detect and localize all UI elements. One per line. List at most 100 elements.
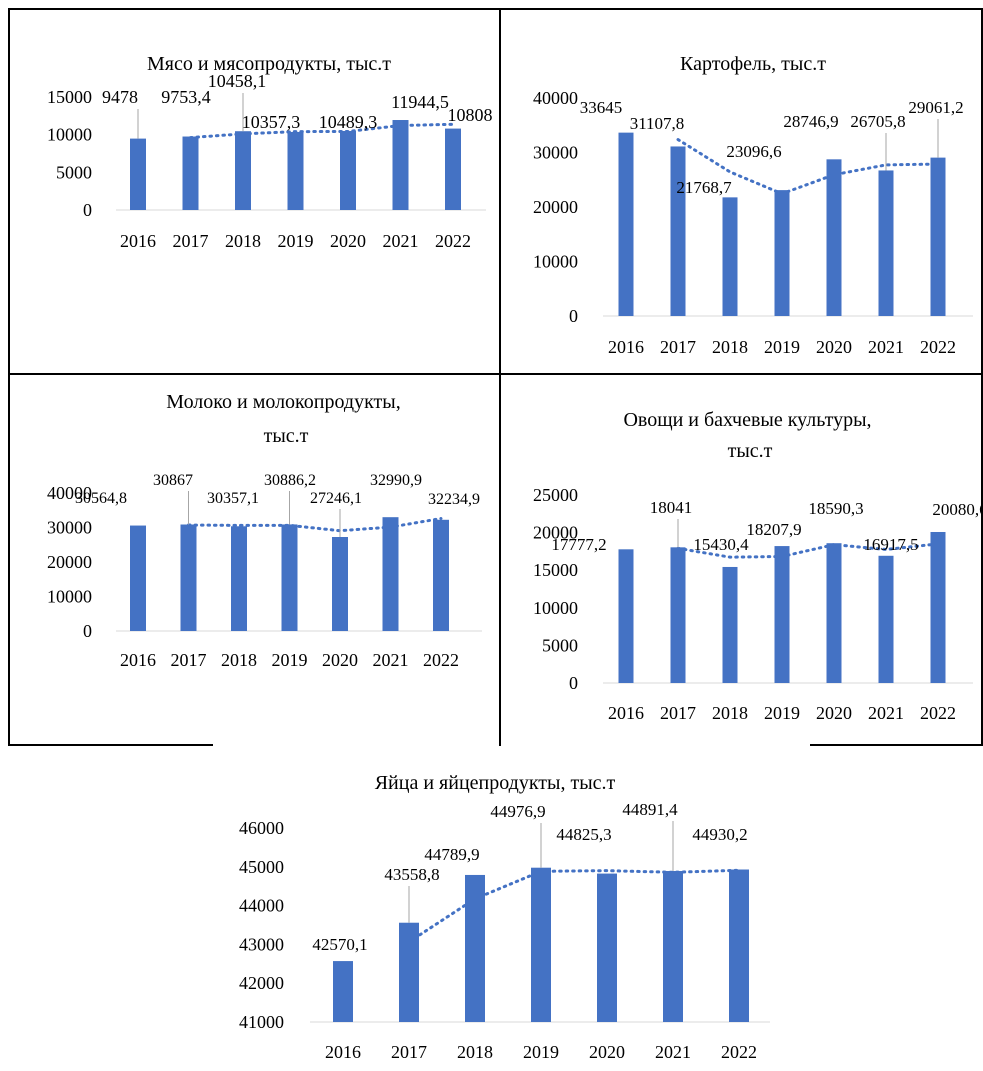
data-label: 16917,5 [863, 535, 918, 554]
y-tick-label: 15000 [533, 560, 578, 580]
data-label: 32234,9 [428, 491, 480, 508]
bar [597, 873, 617, 1022]
bar [878, 555, 894, 683]
bar [878, 170, 894, 316]
bar [729, 869, 749, 1022]
bar [826, 543, 842, 683]
x-tick-label: 2020 [816, 703, 852, 723]
data-label: 21768,7 [676, 178, 732, 197]
data-label: 9478 [102, 87, 138, 107]
chart-title-line-2: тыс.т [728, 440, 773, 462]
x-tick-label: 2020 [816, 337, 852, 357]
x-tick-label: 2019 [272, 650, 308, 670]
data-label: 26705,8 [850, 112, 905, 131]
chart-meat-svg: Мясо и мясопродукты, тыс.т 0 5000 10000 150… [47, 53, 493, 251]
x-tick-label: 2016 [608, 337, 644, 357]
bar [332, 537, 348, 631]
bar [670, 146, 686, 316]
y-tick-label: 0 [569, 673, 578, 693]
bar [399, 922, 419, 1022]
data-label: 10458,1 [208, 71, 267, 91]
chart-milk: Молоко и молокопродукты, тыс.т 0 10000 200… [12, 377, 497, 742]
x-tick-label: 2017 [660, 703, 696, 723]
bar [130, 138, 146, 210]
data-label: 44891,4 [622, 800, 678, 819]
y-tick-label: 42000 [239, 973, 284, 993]
bar [180, 524, 197, 631]
y-tick-label: 10000 [47, 587, 92, 607]
data-label: 42570,1 [312, 935, 367, 954]
y-tick-label: 20000 [533, 523, 578, 543]
x-tick-label: 2021 [868, 703, 904, 723]
x-tick-label: 2016 [120, 650, 156, 670]
trend-line [676, 138, 940, 196]
data-label: 29061,2 [908, 98, 963, 117]
data-label: 11944,5 [391, 92, 449, 112]
x-tick-label: 2019 [764, 703, 800, 723]
trend-line [676, 542, 940, 559]
y-tick-label: 25000 [533, 485, 578, 505]
data-label: 30867 [153, 472, 193, 489]
bar [231, 526, 247, 631]
trend-line [407, 868, 741, 944]
bar [465, 874, 485, 1022]
y-tick-label: 15000 [47, 87, 92, 107]
y-tick-label: 0 [83, 200, 92, 220]
x-tick-label: 2018 [457, 1042, 493, 1062]
x-tick-label: 2018 [712, 703, 748, 723]
trend-line [187, 516, 443, 533]
x-tick-label: 2022 [721, 1042, 757, 1062]
y-tick-label: 40000 [47, 483, 92, 503]
x-tick-label: 2016 [120, 231, 156, 251]
bar [182, 136, 199, 210]
bar [531, 867, 551, 1022]
table-border-top [8, 8, 983, 10]
data-label: 18207,9 [746, 520, 801, 539]
data-label: 43558,8 [384, 865, 439, 884]
chart-vegetables-svg: Овощи и бахчевые культуры, тыс.т 0 5000 10… [533, 409, 983, 723]
y-tick-label: 20000 [533, 197, 578, 217]
data-label: 30357,1 [207, 490, 259, 507]
y-tick-label: 40000 [533, 88, 578, 108]
data-label: 15430,4 [693, 535, 749, 554]
y-tick-label: 44000 [239, 896, 284, 916]
table-border-middle-horizontal [8, 373, 983, 375]
data-label: 17777,2 [551, 535, 606, 554]
x-tick-label: 2021 [655, 1042, 691, 1062]
chart-eggs-svg: Яйца и яйцепродукты, тыс.т 41000 42000 430… [239, 772, 770, 1062]
bar [722, 566, 738, 683]
chart-meat: Мясо и мясопродукты, тыс.т 0 5000 10000 150… [12, 12, 497, 370]
x-tick-label: 2022 [920, 337, 956, 357]
chart-potato: Картофель, тыс.т 0 10000 20000 30000 40000 33… [503, 12, 981, 370]
y-tick-label: 10000 [47, 125, 92, 145]
y-tick-label: 30000 [47, 518, 92, 538]
chart-title: Овощи и бахчевые культуры, тыс.т [623, 409, 876, 462]
data-label: 27246,1 [310, 490, 362, 507]
y-tick-label: 45000 [239, 857, 284, 877]
chart-title-line-1: Молоко и молокопродукты, [166, 391, 400, 413]
data-label: 33645 [580, 98, 623, 117]
y-tick-label: 5000 [56, 162, 92, 182]
x-tick-label: 2021 [383, 231, 419, 251]
x-tick-label: 2016 [325, 1042, 361, 1062]
table-border-bottom-right [810, 744, 983, 746]
y-tick-label: 41000 [239, 1012, 284, 1032]
data-label: 44825,3 [556, 825, 611, 844]
data-label: 44789,9 [424, 845, 479, 864]
bar [670, 547, 686, 683]
y-tick-label: 20000 [47, 552, 92, 572]
chart-title-line-1: Овощи и бахчевые культуры, [623, 409, 871, 431]
bar [663, 871, 683, 1022]
x-tick-label: 2020 [330, 231, 366, 251]
bar [930, 157, 946, 316]
y-tick-label: 46000 [239, 818, 284, 838]
x-tick-label: 2016 [608, 703, 644, 723]
data-label: 10489,3 [319, 112, 378, 132]
y-tick-label: 5000 [542, 635, 578, 655]
y-tick-label: 10000 [533, 252, 578, 272]
y-tick-label: 10000 [533, 598, 578, 618]
bar [281, 524, 298, 631]
x-tick-label: 2018 [712, 337, 748, 357]
table-border-bottom-left [8, 744, 213, 746]
x-tick-label: 2017 [171, 650, 207, 670]
